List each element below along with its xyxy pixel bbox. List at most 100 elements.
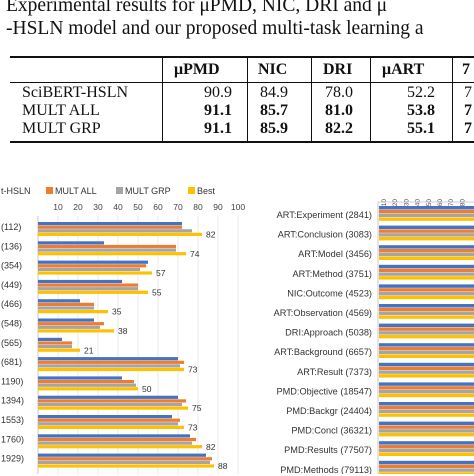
- data-label: 35: [112, 307, 122, 317]
- x-tick-label: 20: [73, 202, 83, 212]
- data-label: 75: [192, 403, 202, 413]
- bar: [38, 360, 184, 364]
- table-cell: 7: [464, 120, 472, 137]
- bar: [379, 209, 474, 214]
- bar: [379, 386, 474, 390]
- bar: [379, 213, 474, 217]
- x-tick-label: 40: [113, 202, 123, 212]
- data-label: 88: [218, 461, 228, 471]
- bar: [379, 390, 474, 394]
- category-label: 1760): [1, 434, 24, 444]
- bar: [38, 425, 184, 429]
- data-label: 82: [206, 230, 216, 240]
- bar: [38, 248, 176, 252]
- bar: [38, 383, 136, 387]
- bar: [38, 395, 178, 399]
- bar: [379, 433, 474, 437]
- bar: [379, 233, 474, 237]
- legend-label: MULT GRP: [125, 186, 171, 196]
- table-cell: 91.1: [204, 102, 232, 119]
- category-label: NIC:Outcome (4523): [287, 288, 372, 298]
- x-tick-label: 10: [53, 202, 63, 212]
- legend-label: Best: [197, 186, 216, 196]
- legend-label: t-HSLN: [1, 186, 31, 196]
- bar: [38, 434, 190, 438]
- bar: [379, 229, 474, 233]
- category-label: (449): [1, 280, 22, 290]
- bar: [38, 283, 138, 287]
- bar: [379, 366, 474, 370]
- bar: [379, 217, 474, 221]
- bar: [38, 306, 94, 310]
- category-label: PMD:Objective (18547): [277, 386, 373, 396]
- category-label: DRI:Approach (5038): [285, 328, 372, 338]
- bar: [38, 232, 202, 236]
- x-tick-label: 50: [133, 202, 143, 212]
- category-label: ART:Method (3751): [293, 269, 373, 279]
- bar: [38, 380, 134, 384]
- x-tick-label: 10: [381, 199, 388, 207]
- bar: [38, 406, 188, 410]
- row-label: MULT GRP: [22, 120, 101, 137]
- table-cell: 7: [464, 102, 472, 119]
- bar: [38, 318, 94, 322]
- x-tick-label: 70: [448, 199, 455, 207]
- legend-swatch: [116, 187, 123, 194]
- bar: [38, 364, 180, 368]
- bar: [379, 425, 474, 429]
- bar: [38, 399, 186, 403]
- bar: [38, 222, 182, 226]
- bar: [379, 354, 474, 358]
- data-label: 57: [156, 268, 166, 278]
- table-mid-rule: [10, 82, 474, 83]
- table-cell: 85.9: [260, 120, 288, 137]
- bar: [379, 362, 474, 367]
- bar: [38, 287, 138, 291]
- bar: [379, 323, 474, 327]
- bar: [38, 229, 192, 233]
- bar: [379, 304, 474, 308]
- bar: [38, 302, 94, 306]
- category-label: ART:Observation (4569): [274, 308, 372, 318]
- bar: [379, 405, 474, 410]
- bar: [379, 421, 474, 425]
- table-cell: 82.2: [325, 120, 353, 137]
- category-label: (112): [1, 222, 21, 232]
- bar: [379, 206, 474, 210]
- bar: [38, 418, 180, 422]
- bar-chart-svg: t-HSLN MULT ALL MULT GRP Best 10 20 30 40 50 60 70…: [1, 186, 474, 476]
- bar: [379, 468, 474, 472]
- table-bottom-rule: [10, 141, 474, 143]
- bar: [379, 264, 474, 269]
- legend-swatch: [46, 187, 53, 194]
- data-label: 21: [84, 345, 94, 355]
- x-tick-label: 50: [426, 199, 433, 207]
- bar: [379, 311, 474, 315]
- category-label: (565): [1, 338, 22, 348]
- bar: [379, 402, 474, 406]
- category-label: (354): [1, 261, 22, 271]
- legend-swatch: [188, 187, 195, 194]
- bar: [379, 409, 474, 413]
- bar: [38, 367, 184, 372]
- column-header-dri: DRI: [323, 61, 353, 78]
- table-cell: 91.1: [204, 120, 232, 137]
- x-tick-label: 20: [392, 199, 399, 207]
- bar: [38, 225, 182, 229]
- bar: [38, 457, 212, 461]
- table-cell: 7: [464, 84, 472, 101]
- data-label: 73: [188, 365, 198, 375]
- bar: [379, 225, 474, 229]
- bar: [379, 429, 474, 433]
- bar: [379, 237, 474, 241]
- bar: [38, 348, 80, 352]
- bar: [379, 350, 474, 355]
- x-tick-label: 30: [403, 199, 410, 207]
- bar: [38, 290, 148, 294]
- category-label: (466): [1, 299, 22, 309]
- table-cell: 78.0: [325, 84, 353, 101]
- bar: [379, 382, 474, 386]
- bar: [379, 295, 474, 300]
- category-label: PMD:Methods (79113): [280, 465, 372, 474]
- row-label: MULT ALL: [22, 102, 100, 119]
